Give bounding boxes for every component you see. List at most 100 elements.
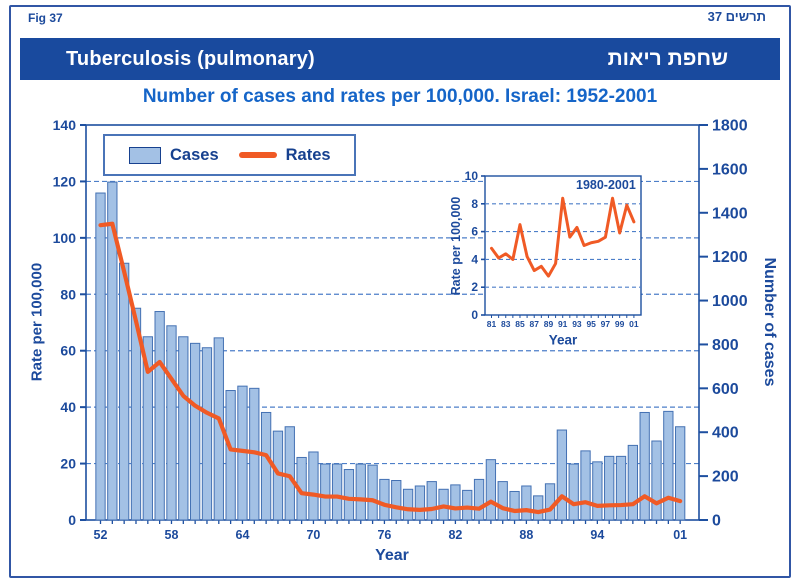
figure-number-label-hebrew: תרשים 37 <box>707 9 766 24</box>
cases-bar <box>651 440 662 521</box>
left-axis-tick-label: 60 <box>60 343 76 359</box>
inset-x-tick-label: 85 <box>515 319 525 329</box>
left-axis-tick-label: 0 <box>68 512 76 528</box>
cases-bar <box>343 469 355 521</box>
banner-title-english: Tuberculosis (pulmonary) <box>66 47 315 70</box>
cases-bar <box>189 342 201 521</box>
inset-x-tick-label: 97 <box>601 319 611 329</box>
cases-bar <box>142 336 153 521</box>
cases-bar <box>509 490 520 521</box>
right-axis-tick-label: 600 <box>712 381 739 398</box>
cases-bar <box>521 485 532 521</box>
inset-x-tick-label: 01 <box>629 319 639 329</box>
cases-bar <box>379 478 390 521</box>
x-axis-tick-label: 70 <box>306 528 320 542</box>
cases-legend-swatch <box>129 146 161 164</box>
cases-bar <box>154 311 165 521</box>
right-axis-title: Number of cases <box>761 257 778 387</box>
left-axis-tick-label: 20 <box>60 456 76 472</box>
inset-rates-line <box>490 196 636 278</box>
cases-bar <box>450 484 461 521</box>
cases-bar <box>95 192 106 521</box>
right-axis-tick-label: 200 <box>712 469 739 486</box>
cases-bar <box>402 488 414 521</box>
inset-y-tick-label: 0 <box>471 308 478 322</box>
cases-bar <box>331 463 343 521</box>
inset-x-tick-label: 91 <box>558 319 568 329</box>
cases-bar <box>391 480 402 521</box>
right-axis-tick-label: 1400 <box>712 205 748 222</box>
cases-bar <box>533 495 544 521</box>
left-axis-tick-label: 80 <box>60 286 76 302</box>
inset-x-tick-label: 87 <box>529 319 539 329</box>
right-axis-tick-label: 1800 <box>712 118 748 135</box>
cases-bar <box>119 262 130 521</box>
inset-y-tick-label: 10 <box>465 169 479 183</box>
right-axis-tick-label: 1200 <box>712 249 748 266</box>
cases-bar <box>414 485 426 521</box>
cases-bar <box>544 483 556 521</box>
x-axis-tick-label: 64 <box>236 528 250 542</box>
left-axis-tick-label: 120 <box>53 173 77 189</box>
cases-bar <box>201 347 213 521</box>
inset-x-tick-label: 89 <box>544 319 554 329</box>
cases-bar <box>556 429 568 521</box>
rates-legend-label: Rates <box>285 145 331 164</box>
cases-bar <box>166 325 177 521</box>
inset-title: 1980-2001 <box>576 178 636 192</box>
left-axis-tick-label: 140 <box>53 117 77 133</box>
chart-subtitle: Number of cases and rates per 100,000. I… <box>142 86 658 107</box>
inset-x-tick-label: 81 <box>487 319 497 329</box>
cases-bar <box>663 410 674 521</box>
legend-box: Cases Rates <box>103 134 356 176</box>
title-banner: Tuberculosis (pulmonary) שחפת ריאות <box>20 38 780 80</box>
inset-y-tick-label: 6 <box>471 225 478 239</box>
x-axis-tick-label: 01 <box>673 528 687 542</box>
cases-bar <box>675 426 686 521</box>
inset-y-tick-label: 8 <box>471 197 478 211</box>
cases-bar <box>615 455 627 521</box>
figure-number-label: Fig 37 <box>28 11 63 25</box>
left-axis-tick-label: 100 <box>53 230 77 246</box>
cases-bar <box>426 481 437 521</box>
cases-bar <box>367 464 378 521</box>
x-axis-tick-label: 82 <box>448 528 462 542</box>
cases-bar <box>639 411 650 521</box>
x-axis-tick-label: 76 <box>377 528 391 542</box>
inset-y-tick-label: 2 <box>471 280 478 294</box>
rates-legend-swatch <box>238 152 277 158</box>
cases-bar <box>604 455 615 521</box>
right-axis-tick-label: 0 <box>712 513 721 530</box>
cases-bar <box>225 390 236 521</box>
cases-bar <box>473 478 485 521</box>
cases-bar <box>485 459 497 521</box>
cases-bar <box>320 463 331 521</box>
x-axis-tick-label: 58 <box>165 528 179 542</box>
right-axis-tick-label: 800 <box>712 337 739 354</box>
inset-x-tick-label: 83 <box>501 319 511 329</box>
inset-x-tick-label: 93 <box>572 319 582 329</box>
cases-bar <box>308 451 319 521</box>
inset-y-axis-title: Rate per 100,000 <box>449 196 463 296</box>
cases-bar <box>497 481 508 521</box>
cases-bar <box>130 307 142 521</box>
inset-x-axis-title: Year <box>548 332 578 348</box>
inset-y-tick-label: 4 <box>471 252 478 266</box>
cases-bar <box>592 461 603 521</box>
cases-bar <box>627 444 639 521</box>
x-axis-tick-label: 52 <box>94 528 108 542</box>
left-axis-tick-label: 40 <box>60 399 76 415</box>
left-axis-title: Rate per 100,000 <box>28 262 46 382</box>
x-axis-tick-label: 88 <box>519 528 533 542</box>
right-axis-tick-label: 1600 <box>712 161 748 178</box>
cases-bar <box>260 411 272 521</box>
cases-bar <box>107 181 118 521</box>
inset-x-tick-label: 95 <box>586 319 596 329</box>
cases-bar <box>568 463 579 521</box>
right-axis-tick-label: 400 <box>712 425 739 442</box>
rates-line <box>98 221 683 515</box>
cases-bar <box>580 450 591 521</box>
x-axis-title: Year <box>375 547 409 564</box>
cases-bar <box>355 463 366 521</box>
